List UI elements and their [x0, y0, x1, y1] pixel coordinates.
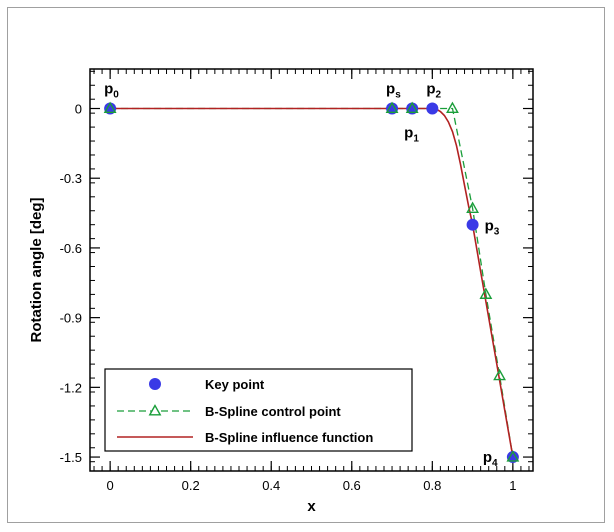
figure-frame — [7, 7, 605, 523]
control-point-marker — [446, 101, 459, 114]
annotation-p3: p3 — [485, 218, 500, 238]
annotation-p1: p1 — [404, 125, 419, 145]
x-tick-label: 0.4 — [262, 478, 280, 493]
control-polygon-line — [110, 107, 514, 458]
key-point-marker — [104, 102, 117, 115]
key-point-marker — [386, 102, 399, 115]
y-tick-label: -0.9 — [60, 311, 82, 326]
plot-area-border — [89, 68, 534, 472]
x-tick-label: 0.2 — [182, 478, 200, 493]
legend-key-point-label: Key point — [205, 377, 265, 392]
key-point-marker — [506, 451, 519, 464]
y-tick-label: 0 — [75, 102, 82, 117]
y-tick-label: -0.3 — [60, 171, 82, 186]
x-tick-label: 0.8 — [423, 478, 441, 493]
control-point-marker — [103, 101, 117, 114]
legend-control-marker — [148, 404, 162, 416]
annotation-ps: ps — [386, 81, 401, 101]
annotation-p0: p0 — [104, 81, 119, 101]
key-point-marker — [406, 102, 419, 115]
x-tick-label: 0 — [107, 478, 114, 493]
legend-key-point-marker — [149, 378, 161, 390]
key-point-marker — [426, 102, 439, 115]
legend-control-label: B-Spline control point — [205, 404, 341, 419]
y-tick-label: -1.5 — [60, 450, 82, 465]
control-point-marker — [466, 201, 480, 213]
y-axis-title: Rotation angle [deg] — [28, 198, 45, 343]
annotation-p4: p4 — [483, 449, 498, 469]
x-axis-title: x — [307, 498, 316, 515]
y-tick-label: -0.6 — [60, 241, 82, 256]
control-point-marker — [385, 101, 399, 114]
control-point-marker — [479, 287, 493, 299]
control-point-marker — [493, 368, 506, 381]
y-tick-label: -1.2 — [60, 380, 82, 395]
x-tick-label: 0.6 — [343, 478, 361, 493]
key-point-marker — [466, 218, 479, 231]
control-point-marker — [405, 101, 419, 114]
legend-influence-label: B-Spline influence function — [205, 430, 373, 445]
control-point-marker — [506, 450, 520, 462]
annotation-p2: p2 — [426, 81, 441, 101]
x-tick-label: 1 — [509, 478, 516, 493]
